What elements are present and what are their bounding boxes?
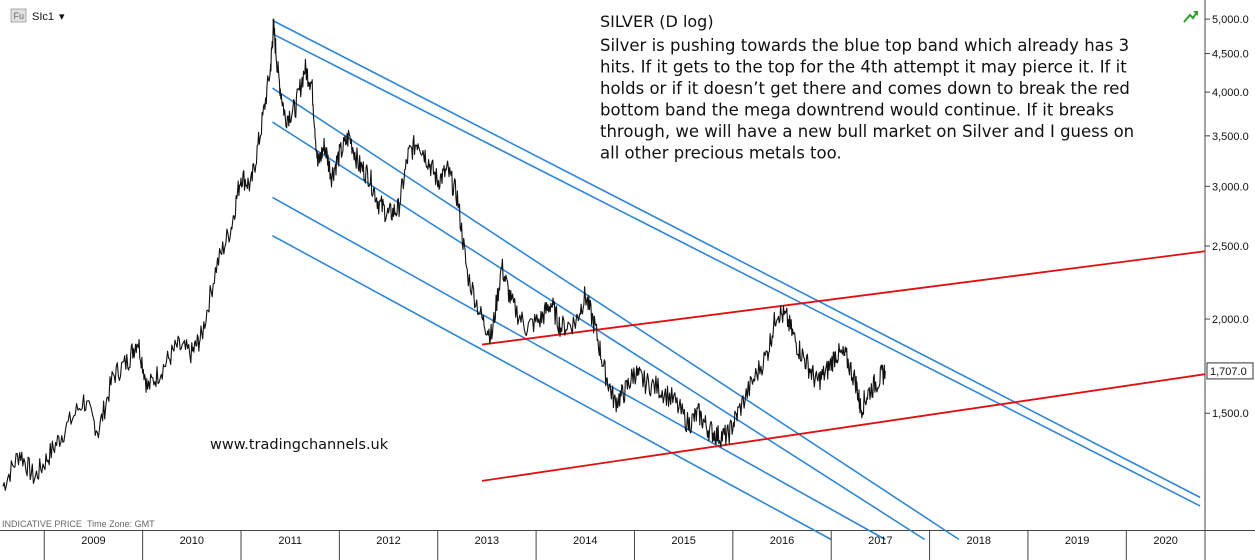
indicative-price-label: INDICATIVE PRICE: [2, 519, 82, 529]
annotation-text: Silver is pushing towards the blue top b…: [600, 36, 1134, 163]
annotation-line: hits. If it gets to the top for the 4th …: [600, 58, 1127, 77]
y-tick-label: 5,000.0: [1212, 14, 1249, 26]
annotation-line: through, we will have a new bull market …: [600, 122, 1134, 141]
annotation-line: holds or if it doesn’t get there and com…: [600, 79, 1130, 98]
x-tick-label: 2016: [770, 535, 794, 547]
chevron-down-icon[interactable]: ▾: [59, 11, 65, 23]
symbol-label[interactable]: SIc1: [32, 11, 54, 23]
x-tick-label: 2012: [376, 535, 400, 547]
y-axis: 1,500.0 2,000.0 2,500.0 3,000.0 3,500.0 4,000…: [1205, 14, 1249, 420]
watermark: www.tradingchannels.uk: [210, 437, 389, 453]
price-series: [2, 18, 886, 491]
timezone-label: Time Zone: GMT: [87, 519, 155, 529]
band-line: [481, 373, 1206, 482]
x-tick-label: 2011: [278, 535, 302, 547]
last-price-label: 1,707.0: [1210, 366, 1247, 378]
last-price-box: [1206, 362, 1254, 380]
blue-channel-lines: [272, 19, 1201, 541]
y-tick-label: 4,000.0: [1212, 87, 1249, 99]
channel-line: [272, 87, 960, 541]
channel-line: [272, 121, 926, 541]
fu-badge[interactable]: [10, 8, 27, 23]
fu-badge-label: Fu: [14, 11, 25, 21]
x-tick-label: 2017: [868, 535, 892, 547]
chart-title: SILVER (D log): [600, 12, 714, 31]
y-tick-label: 4,500.0: [1212, 49, 1249, 61]
channel-line: [272, 234, 832, 541]
channel-line: [272, 19, 1201, 499]
band-line: [481, 250, 1206, 346]
price-line: [2, 18, 886, 491]
x-tick-label: 2020: [1153, 535, 1177, 547]
last-price-marker: 1,707.0: [1206, 362, 1254, 380]
y-tick-label: 3,500.0: [1212, 131, 1249, 143]
x-tick-label: 2018: [967, 535, 991, 547]
x-tick-label: 2010: [180, 535, 204, 547]
x-tick-label: 2014: [573, 535, 597, 547]
channel-line: [272, 196, 886, 541]
y-tick-label: 2,500.0: [1212, 241, 1249, 253]
x-tick-label: 2015: [671, 535, 695, 547]
y-tick-label: 1,500.0: [1212, 408, 1249, 420]
red-band-lines: [481, 250, 1206, 482]
annotation-line: bottom band the mega downtrend would con…: [600, 101, 1114, 120]
y-tick-label: 2,000.0: [1212, 314, 1249, 326]
x-axis: 2009 2010 2011 2012 2013 2014 2015 2016 2017 2018…: [43, 530, 1178, 560]
symbol-header[interactable]: Fu SIc1 ▾: [10, 8, 65, 23]
annotation-line: Silver is pushing towards the blue top b…: [600, 36, 1129, 55]
x-tick-label: 2019: [1065, 535, 1089, 547]
channel-line: [272, 33, 1201, 507]
trend-up-arrow-icon[interactable]: [1183, 11, 1198, 23]
x-tick-label: 2009: [81, 535, 105, 547]
y-tick-label: 3,000.0: [1212, 181, 1249, 193]
x-tick-label: 2013: [475, 535, 499, 547]
annotation-line: all other precious metals too.: [600, 144, 842, 163]
